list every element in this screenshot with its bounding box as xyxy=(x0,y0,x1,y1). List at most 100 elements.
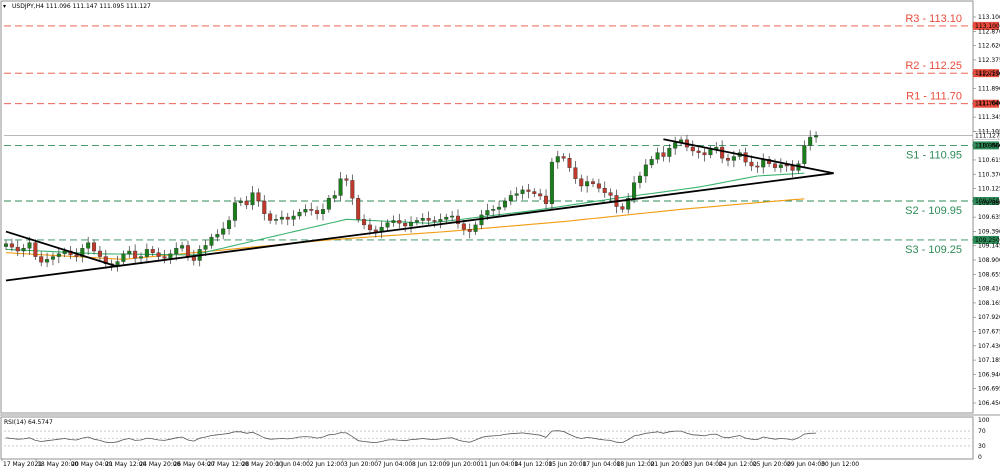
candle-body xyxy=(156,252,161,257)
y-tick-label: 109.390 xyxy=(978,228,1000,235)
candle-body xyxy=(33,242,38,257)
candle-body xyxy=(755,165,760,168)
candle-body xyxy=(3,243,8,247)
candle xyxy=(514,187,519,201)
candle-body xyxy=(209,236,214,246)
candle-body xyxy=(690,146,695,152)
candle xyxy=(555,150,560,169)
level-price-tag-text: 110.950 xyxy=(975,142,1000,149)
candle-body xyxy=(221,228,226,235)
candle xyxy=(726,154,731,167)
candle xyxy=(567,153,572,172)
candle-body xyxy=(602,188,607,193)
candle-body xyxy=(80,248,85,257)
level-price-tag xyxy=(973,21,999,30)
level-price-tag-text: 109.950 xyxy=(975,198,1000,205)
candle-body xyxy=(238,200,243,203)
y-tick-label: 106.450 xyxy=(978,400,1000,407)
level-label-s3: S3 - 109.25 xyxy=(905,244,962,256)
candle-body xyxy=(497,206,502,210)
rsi-line xyxy=(5,430,817,444)
x-tick-label: 14 Jun 12:00 xyxy=(514,461,552,468)
y-tick-label: 108.410 xyxy=(978,286,1000,293)
candle-body xyxy=(268,213,273,221)
candle xyxy=(227,216,232,235)
candle xyxy=(274,214,279,225)
candle xyxy=(784,160,789,172)
candle-body xyxy=(591,181,596,184)
candle-body xyxy=(673,142,678,149)
candle xyxy=(420,213,425,225)
candle-body xyxy=(45,259,50,263)
candle xyxy=(702,146,707,162)
candle-body xyxy=(139,256,144,259)
candle-body xyxy=(232,202,237,221)
y-tick-label: 110.125 xyxy=(978,186,1000,193)
x-tick-label: 11 Jun 04:00 xyxy=(480,461,518,468)
candle xyxy=(45,252,50,268)
candle-body xyxy=(97,250,102,257)
x-tick-label: 9 Jun 20:00 xyxy=(446,461,480,468)
x-tick-label: 30 Jun 12:00 xyxy=(821,461,859,468)
candle xyxy=(262,195,267,221)
candle xyxy=(544,189,549,209)
rsi-tick-label: 100 xyxy=(978,417,990,424)
candle-body xyxy=(180,245,185,249)
x-tick-label: 20 May 04:00 xyxy=(71,461,112,468)
candle-body xyxy=(561,156,566,159)
candle-body xyxy=(444,216,449,220)
candle-body xyxy=(356,198,361,220)
candle-body xyxy=(244,200,249,206)
header-menu-icon[interactable]: ▾ xyxy=(3,3,6,10)
candle xyxy=(221,222,226,240)
candle xyxy=(56,247,61,264)
candle xyxy=(508,190,513,206)
x-tick-label: 21 May 12:00 xyxy=(105,461,146,468)
level-price-tag xyxy=(973,235,999,244)
candle-body xyxy=(403,223,408,227)
y-tick-label: 110.860 xyxy=(978,143,1000,150)
candle-body xyxy=(74,254,79,257)
candle-body xyxy=(320,209,325,214)
candle-body xyxy=(350,180,355,199)
candle-body xyxy=(432,220,437,222)
candle-body xyxy=(397,220,402,224)
candle xyxy=(661,145,666,162)
candle-body xyxy=(637,175,642,183)
x-tick-label: 18 May 20:00 xyxy=(37,461,78,468)
candle-body xyxy=(56,253,61,257)
rsi-tick-label: 0 xyxy=(978,454,982,461)
candle-body xyxy=(385,222,390,228)
candle-body xyxy=(667,147,672,157)
candle xyxy=(285,212,290,226)
candle xyxy=(461,219,466,236)
candle-body xyxy=(778,164,783,168)
candle-body xyxy=(215,234,220,238)
level-price-tag xyxy=(973,99,999,108)
candle-body xyxy=(808,136,813,146)
y-tick-label: 106.695 xyxy=(978,386,1000,393)
candle-body xyxy=(15,246,20,252)
rsi-tick-label: 30 xyxy=(978,443,986,450)
candle-body xyxy=(367,224,372,231)
level-price-tag xyxy=(973,69,999,78)
candle-body xyxy=(227,220,232,229)
candle xyxy=(150,246,155,257)
level-label-r2: R2 - 112.25 xyxy=(905,60,962,72)
candle xyxy=(144,243,149,264)
candle xyxy=(373,225,378,238)
candle xyxy=(643,159,648,183)
candle-body xyxy=(121,253,126,262)
candle-body xyxy=(455,215,460,224)
candle-body xyxy=(784,164,789,167)
y-tick-label: 109.635 xyxy=(978,214,1000,221)
candle-body xyxy=(338,178,343,196)
y-tick-label: 108.165 xyxy=(978,300,1000,307)
candle xyxy=(86,236,91,255)
candle xyxy=(450,211,455,222)
candle-body xyxy=(549,161,554,204)
candle xyxy=(174,242,179,261)
candle xyxy=(637,171,642,189)
candle xyxy=(256,188,261,207)
candle xyxy=(690,140,695,156)
